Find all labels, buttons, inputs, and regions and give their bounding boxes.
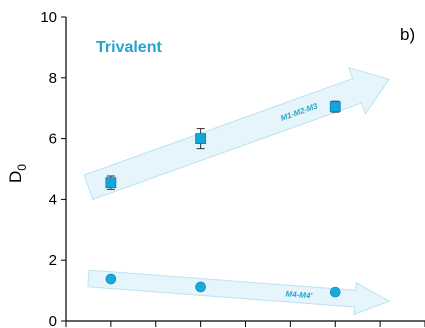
data-point-square: [329, 101, 341, 113]
y-tick-label: 0: [49, 313, 57, 328]
panel-label: b): [400, 25, 415, 44]
chart-title: Trivalent: [96, 39, 162, 56]
data-point-circle: [329, 286, 341, 298]
y-axis-title-main: D: [6, 171, 25, 183]
arrow-label: M4-M4': [285, 289, 313, 300]
data-point-square: [195, 133, 207, 145]
trend-arrow: [87, 269, 391, 316]
y-tick-label: 2: [49, 252, 57, 269]
y-tick-label: 8: [49, 70, 57, 87]
ticks-layer: 0 2 4 6 8 10: [40, 9, 425, 328]
data-point-square: [105, 177, 117, 189]
data-point-circle: [105, 273, 117, 285]
y-axis-title: D0: [6, 164, 29, 183]
y-axis-title-subscript: 0: [15, 164, 29, 171]
trend-arrow: [83, 66, 390, 201]
points-layer: [105, 101, 341, 298]
y-tick-label: 4: [49, 191, 57, 208]
data-point-circle: [195, 281, 206, 293]
y-tick-label: 10: [40, 9, 57, 26]
y-tick-label: 6: [49, 131, 57, 148]
